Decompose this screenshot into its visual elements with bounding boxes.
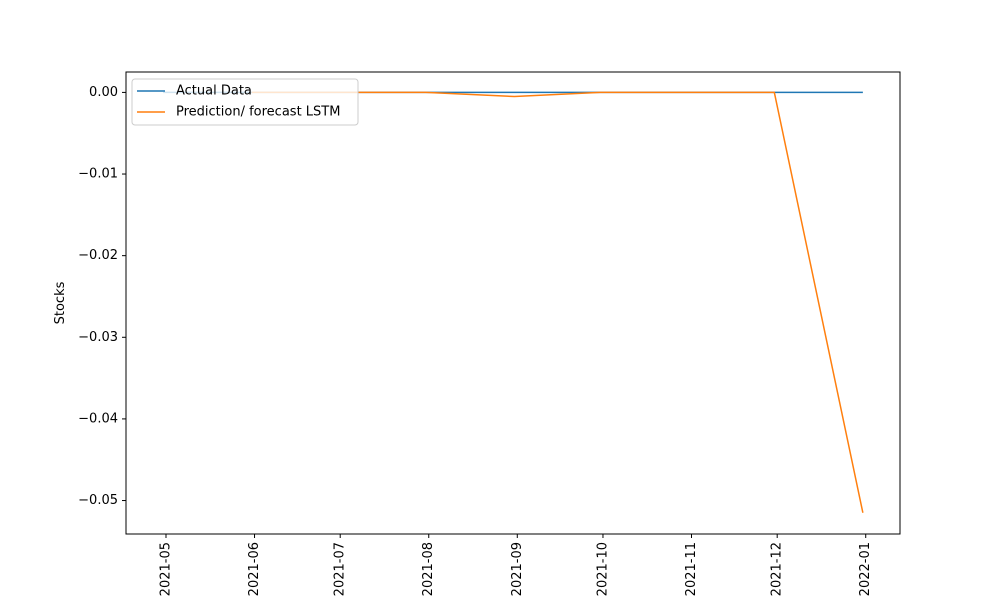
y-tick-label: −0.03 — [78, 330, 118, 345]
x-axis: 2021-05 2021-06 2021-07 2021-08 2021-09 2021-… — [158, 534, 873, 596]
x-tick-label: 2021-10 — [595, 542, 610, 596]
series-line-2 — [251, 91, 864, 513]
y-tick-label: 0.00 — [89, 85, 118, 100]
legend: Actual Data Prediction/ forecast LSTM — [131, 78, 359, 126]
y-axis-label: Stocks — [53, 281, 68, 324]
x-tick-label: 2021-05 — [158, 542, 173, 596]
y-tick-label: −0.02 — [78, 248, 118, 263]
x-tick-label: 2021-12 — [770, 542, 785, 596]
legend-label: Prediction/ forecast LSTM — [176, 105, 340, 120]
x-tick-label: 2021-09 — [510, 542, 525, 596]
y-tick-label: −0.05 — [78, 493, 118, 508]
x-tick-label: 2021-06 — [247, 542, 262, 596]
y-tick-label: −0.04 — [78, 411, 118, 426]
legend-box — [131, 78, 359, 126]
series-layer — [163, 91, 864, 513]
y-tick-label: −0.01 — [78, 167, 118, 182]
x-tick-label: 2021-11 — [684, 542, 699, 596]
plot-area-frame — [125, 71, 901, 535]
y-axis: 0.00 −0.01 −0.02 −0.03 −0.04 −0.05 — [78, 85, 126, 508]
x-tick-label: 2021-08 — [421, 542, 436, 596]
x-tick-label: 2021-07 — [333, 542, 348, 596]
legend-label: Actual Data — [176, 84, 252, 99]
x-tick-label: 2022-01 — [858, 542, 873, 596]
